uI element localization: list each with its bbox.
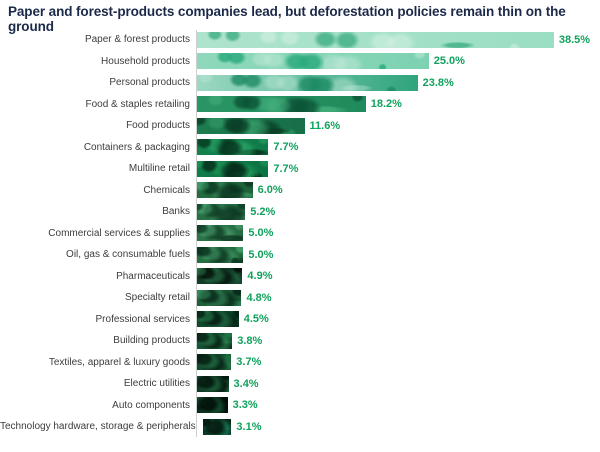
- bar: [197, 31, 554, 48]
- chart-row: Commercial services & supplies 5.0%: [0, 223, 600, 245]
- bar-chart: Paper & forest products 38.5% Household …: [0, 29, 600, 438]
- category-label: Building products: [113, 335, 190, 347]
- bar-zone: 3.4%: [196, 373, 600, 395]
- chart-row: Multiline retail 7.7%: [0, 158, 600, 180]
- bar-zone: 4.8%: [196, 287, 600, 309]
- value-label: 4.5%: [243, 313, 269, 326]
- category-label: Professional services: [95, 313, 190, 325]
- value-label: 3.7%: [236, 356, 262, 369]
- chart-row: Personal products 23.8%: [0, 72, 600, 94]
- chart-row: Technology hardware, storage & periphera…: [0, 416, 600, 438]
- value-label: 4.9%: [247, 270, 273, 283]
- bar: [197, 332, 233, 349]
- category-label: Personal products: [109, 77, 190, 89]
- chart-row: Building products 3.8%: [0, 330, 600, 352]
- bar: [197, 160, 269, 177]
- chart-row: Household products 25.0%: [0, 51, 600, 73]
- chart-row: Containers & packaging 7.7%: [0, 137, 600, 159]
- y-axis-line: [196, 30, 197, 437]
- bar: [197, 53, 429, 70]
- bar: [197, 182, 253, 199]
- chart-row: Electric utilities 3.4%: [0, 373, 600, 395]
- value-label: 3.3%: [232, 399, 258, 412]
- bar: [197, 96, 366, 113]
- category-label: Specialty retail: [124, 292, 190, 304]
- bar-zone: 5.0%: [196, 223, 600, 245]
- value-label: 25.0%: [433, 55, 465, 68]
- bar-zone: 4.9%: [196, 266, 600, 288]
- value-label: 7.7%: [273, 162, 299, 175]
- bar-zone: 38.5%: [196, 29, 600, 51]
- value-label: 7.7%: [273, 141, 299, 154]
- category-label: Household products: [101, 55, 190, 67]
- bar-zone: 4.5%: [196, 309, 600, 331]
- chart-row: Oil, gas & consumable fuels 5.0%: [0, 244, 600, 266]
- bar-zone: 18.2%: [196, 94, 600, 116]
- bar-zone: 5.0%: [196, 244, 600, 266]
- bar-zone: 3.7%: [196, 352, 600, 374]
- bar: [197, 203, 246, 220]
- chart-row: Chemicals 6.0%: [0, 180, 600, 202]
- bar: [197, 268, 243, 285]
- value-label: 5.2%: [250, 205, 276, 218]
- category-label: Food products: [126, 120, 190, 132]
- category-label: Chemicals: [143, 184, 190, 196]
- category-label: Food & staples retailing: [85, 98, 190, 110]
- value-label: 18.2%: [370, 98, 402, 111]
- category-label: Containers & packaging: [83, 141, 190, 153]
- bar-zone: 11.6%: [196, 115, 600, 137]
- category-label: Technology hardware, storage & periphera…: [0, 421, 196, 433]
- bar: [197, 74, 418, 91]
- value-label: 3.8%: [237, 334, 263, 347]
- bar: [197, 289, 242, 306]
- bar-zone: 6.0%: [196, 180, 600, 202]
- value-label: 38.5%: [558, 33, 591, 46]
- bar: [197, 311, 239, 328]
- bar: [197, 354, 232, 371]
- category-label: Pharmaceuticals: [116, 270, 190, 282]
- value-label: 6.0%: [257, 184, 283, 197]
- chart-title: Paper and forest-products companies lead…: [8, 4, 566, 34]
- chart-row: Food & staples retailing 18.2%: [0, 94, 600, 116]
- bar-zone: 7.7%: [196, 137, 600, 159]
- bar-zone: 3.8%: [196, 330, 600, 352]
- value-label: 5.0%: [248, 227, 274, 240]
- value-label: 4.8%: [246, 291, 272, 304]
- bar-zone: 23.8%: [196, 72, 600, 94]
- bar: [197, 246, 244, 263]
- category-label: Paper & forest products: [84, 34, 190, 46]
- bar-zone: 3.1%: [202, 416, 600, 438]
- chart-row: Auto components 3.3%: [0, 395, 600, 417]
- category-label: Auto components: [112, 399, 190, 411]
- bar: [197, 225, 244, 242]
- chart-row: Food products 11.6%: [0, 115, 600, 137]
- chart-row: Pharmaceuticals 4.9%: [0, 266, 600, 288]
- category-label: Textiles, apparel & luxury goods: [48, 356, 190, 368]
- bar-zone: 3.3%: [196, 395, 600, 417]
- category-label: Oil, gas & consumable fuels: [66, 249, 190, 261]
- bar: [197, 375, 229, 392]
- bar: [197, 139, 269, 156]
- bar: [197, 397, 228, 414]
- value-label: 23.8%: [422, 76, 454, 89]
- category-label: Commercial services & supplies: [48, 227, 190, 239]
- category-label: Multiline retail: [128, 163, 190, 175]
- category-label: Electric utilities: [123, 378, 190, 390]
- chart-row: Banks 5.2%: [0, 201, 600, 223]
- bar: [202, 418, 232, 435]
- chart-row: Paper & forest products 38.5%: [0, 29, 600, 51]
- value-label: 11.6%: [309, 119, 341, 132]
- chart-row: Textiles, apparel & luxury goods 3.7%: [0, 352, 600, 374]
- bar: [197, 117, 305, 134]
- value-label: 3.4%: [233, 377, 259, 390]
- value-label: 3.1%: [236, 420, 262, 433]
- bar-zone: 25.0%: [196, 51, 600, 73]
- chart-row: Professional services 4.5%: [0, 309, 600, 331]
- bar-zone: 7.7%: [196, 158, 600, 180]
- bar-zone: 5.2%: [196, 201, 600, 223]
- value-label: 5.0%: [248, 248, 274, 261]
- chart-row: Specialty retail 4.8%: [0, 287, 600, 309]
- category-label: Banks: [162, 206, 190, 218]
